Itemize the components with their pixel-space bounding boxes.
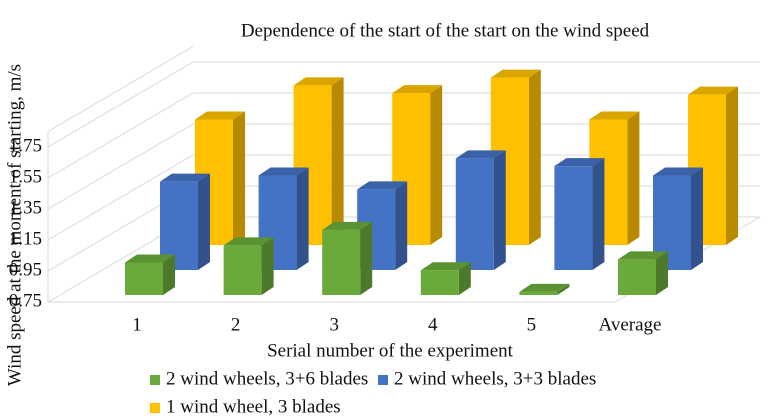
bar-top bbox=[195, 111, 245, 120]
bar-top bbox=[392, 85, 443, 94]
bar bbox=[223, 237, 274, 295]
bar bbox=[357, 181, 408, 270]
bar-front bbox=[223, 245, 262, 295]
bar-side bbox=[163, 254, 175, 295]
bar bbox=[293, 77, 344, 245]
bar-side bbox=[726, 86, 738, 246]
x-tick-label: 4 bbox=[428, 314, 438, 335]
bar-side bbox=[656, 251, 668, 295]
bar-top bbox=[490, 69, 541, 78]
bar bbox=[554, 158, 605, 270]
y-tick-label: 0.95 bbox=[9, 259, 42, 280]
bar-front bbox=[618, 259, 656, 295]
wall-edge bbox=[47, 46, 194, 302]
y-tick-label: 0.75 bbox=[9, 290, 42, 311]
bar-side bbox=[557, 283, 570, 295]
bar bbox=[125, 254, 175, 295]
bar-top bbox=[125, 254, 175, 263]
bar-top bbox=[357, 181, 408, 190]
bar bbox=[455, 150, 506, 270]
bar-front bbox=[455, 158, 494, 270]
x-tick-label: 3 bbox=[329, 314, 339, 335]
bar-front bbox=[554, 166, 593, 270]
bar-side bbox=[627, 111, 640, 245]
legend-label: 2 wind wheels, 3+3 blades bbox=[394, 368, 596, 389]
legend-label: 2 wind wheels, 3+6 blades bbox=[166, 368, 368, 389]
bar bbox=[160, 173, 210, 270]
bar-top bbox=[420, 262, 471, 271]
floor-edge bbox=[48, 216, 761, 303]
bar-top bbox=[618, 251, 668, 260]
bar-side bbox=[198, 173, 210, 270]
bar-side bbox=[528, 69, 541, 245]
bar-side bbox=[493, 150, 506, 270]
bar-side bbox=[395, 181, 408, 270]
grid-line bbox=[47, 61, 760, 148]
bar bbox=[420, 262, 471, 295]
x-axis-label: Serial number of the experiment bbox=[267, 340, 514, 361]
bar-side bbox=[430, 85, 443, 245]
bar-top bbox=[160, 173, 210, 182]
legend-swatch bbox=[150, 375, 160, 385]
bar-top bbox=[258, 167, 309, 176]
bar-front bbox=[322, 229, 361, 295]
y-tick-label: 1.35 bbox=[9, 197, 42, 218]
bar-side bbox=[331, 77, 344, 245]
legend-swatch bbox=[378, 375, 388, 385]
bar-top bbox=[293, 77, 344, 86]
bar-front bbox=[420, 270, 459, 295]
bar-top bbox=[455, 150, 506, 159]
bar-top bbox=[688, 86, 738, 95]
bar bbox=[519, 283, 570, 295]
bar-top bbox=[653, 167, 703, 176]
bar-top bbox=[223, 237, 274, 246]
y-tick-label: 1.75 bbox=[9, 135, 42, 156]
y-tick-label: 1.15 bbox=[9, 228, 42, 249]
bar-side bbox=[458, 262, 471, 295]
bar-front bbox=[125, 262, 163, 295]
bar bbox=[322, 221, 373, 295]
y-tick-label: 1.55 bbox=[9, 166, 42, 187]
bar-top bbox=[589, 111, 640, 120]
x-tick-label: 1 bbox=[132, 314, 142, 335]
bar-side bbox=[261, 237, 274, 295]
bar-side bbox=[360, 221, 373, 295]
bar-side bbox=[296, 167, 309, 270]
bar bbox=[618, 251, 668, 295]
legend-swatch bbox=[150, 403, 160, 413]
bar-side bbox=[691, 167, 703, 270]
legend-label: 1 wind wheel, 3 blades bbox=[166, 396, 341, 417]
bar-front bbox=[519, 291, 558, 295]
x-tick-label: 5 bbox=[527, 314, 537, 335]
grid-line bbox=[47, 92, 760, 179]
x-tick-label: Average bbox=[599, 314, 662, 335]
bar-side bbox=[233, 111, 245, 245]
bar-top bbox=[322, 221, 373, 230]
bar-top bbox=[554, 158, 605, 167]
chart-title: Dependence of the start of the start on … bbox=[241, 20, 650, 41]
bar-top bbox=[519, 283, 570, 292]
x-tick-label: 2 bbox=[231, 314, 241, 335]
bar-side bbox=[592, 158, 605, 270]
grid-line bbox=[47, 154, 760, 241]
grid-line bbox=[47, 123, 760, 210]
y-axis-label: Wind speed at the moment of starting, m/… bbox=[4, 64, 25, 386]
